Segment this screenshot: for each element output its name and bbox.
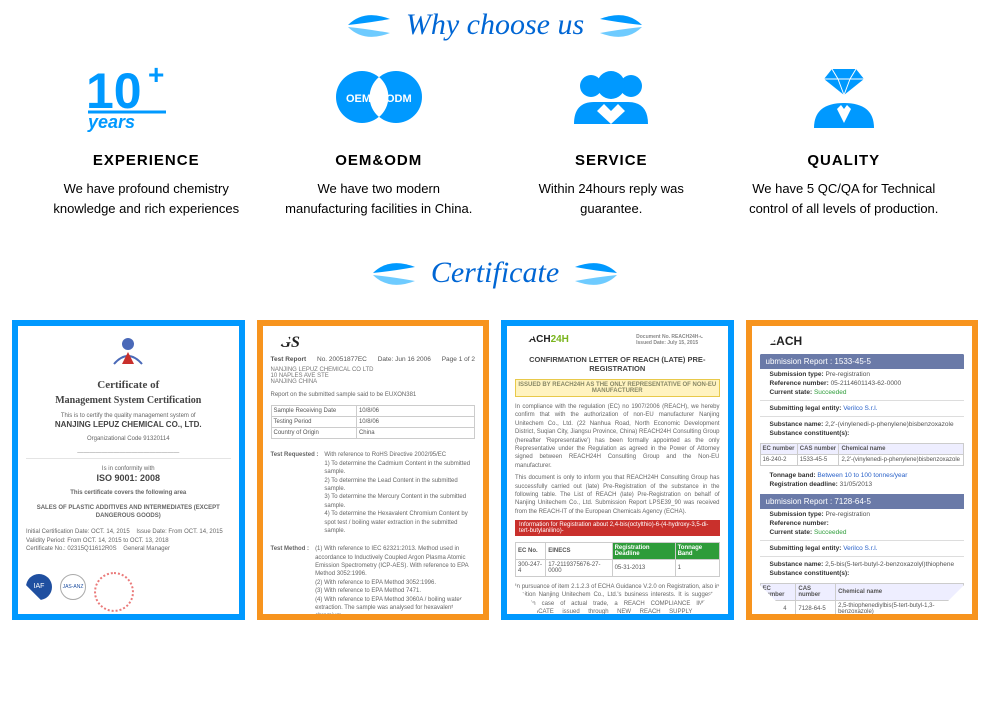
sgs-date: Date: Jun 16 2006 bbox=[378, 356, 431, 363]
r24-title: CONFIRMATION LETTER OF REACH (LATE) PRE-… bbox=[515, 355, 720, 373]
cert-covers: This certificate covers the following ar… bbox=[26, 489, 231, 497]
leaf-left-icon bbox=[346, 11, 394, 39]
cert-org: Organizational Code 91320114 bbox=[26, 435, 231, 443]
reach24h-brand: REACH24H Document No. REACH24H-CL-2015Is… bbox=[515, 334, 720, 345]
sgs-doc: Test Report bbox=[271, 356, 307, 363]
heading-certificate-title: Certificate bbox=[431, 256, 559, 290]
ten-years-icon: 10 + years bbox=[40, 62, 253, 132]
sgs-no: No. 20051877EC bbox=[317, 356, 367, 363]
report-table: EC numberCAS numberChemical name 30-426-… bbox=[760, 583, 965, 618]
iso-crest-icon bbox=[108, 334, 148, 368]
certificate-reach: REACH ubmission Report : 1533-45-5 Submi… bbox=[746, 320, 979, 620]
r24-banner: ISSUED BY REACH24H AS THE ONLY REPRESENT… bbox=[515, 379, 720, 397]
leaf-right-icon bbox=[596, 11, 644, 39]
heading-certificate: Certificate bbox=[0, 248, 990, 310]
sgs-page: Page 1 of 2 bbox=[442, 356, 475, 363]
svg-text:years: years bbox=[87, 112, 135, 132]
report-header: ubmission Report : 1533-45-5 bbox=[760, 354, 965, 369]
feature-title: QUALITY bbox=[738, 152, 951, 169]
sgs-method: (1) With reference to IEC 62321:2013. Me… bbox=[315, 545, 475, 620]
cert-subtitle: Management System Certification bbox=[26, 395, 231, 406]
reach-brand: REACH bbox=[760, 334, 965, 348]
svg-text:ODM: ODM bbox=[386, 93, 412, 105]
sgs-sample-table: Sample Receiving Date10/8/06 Testing Per… bbox=[271, 405, 476, 439]
feature-title: OEM&ODM bbox=[273, 152, 486, 169]
cert-scope: SALES OF PLASTIC ADDITIVES AND INTERMEDI… bbox=[26, 504, 231, 521]
feature-desc: Within 24hours reply was guarantee. bbox=[511, 179, 711, 218]
jasanz-badge-icon: JAS-ANZ bbox=[60, 574, 86, 600]
sgs-brand: SGS bbox=[271, 334, 476, 352]
feature-quality: QUALITY We have 5 QC/QA for Technical co… bbox=[738, 62, 951, 218]
r24-body1: In compliance with the regulation (EC) n… bbox=[515, 403, 720, 470]
cert-company: NANJING LEPUZ CHEMICAL CO., LTD. bbox=[26, 420, 231, 429]
red-seal-icon bbox=[94, 572, 134, 612]
people-icon bbox=[505, 62, 718, 132]
cert-line: This is to certify the quality managemen… bbox=[26, 412, 231, 420]
diamond-person-icon bbox=[738, 62, 951, 132]
svg-text:OEM: OEM bbox=[346, 93, 371, 105]
leaf-right-icon bbox=[571, 259, 619, 287]
certificate-reach24h: REACH24H Document No. REACH24H-CL-2015Is… bbox=[501, 320, 734, 620]
cert-badges: IAF JAS-ANZ bbox=[26, 562, 231, 612]
reach-report-1: ubmission Report : 7128-64-5 Submission … bbox=[760, 494, 965, 620]
svg-text:+: + bbox=[148, 62, 164, 90]
cert-valid: Validity Period: From OCT. 14, 2015 to O… bbox=[26, 538, 169, 544]
leaf-left-icon bbox=[371, 259, 419, 287]
feature-experience: 10 + years EXPERIENCE We have profound c… bbox=[40, 62, 253, 218]
feature-desc: We have profound chemistry knowledge and… bbox=[46, 179, 246, 218]
feature-oemodm: OEM ODM OEM&ODM We have two modern manuf… bbox=[273, 62, 486, 218]
cert-standard: ISO 9001: 2008 bbox=[26, 473, 231, 483]
report-table: EC numberCAS numberChemical name 16-240-… bbox=[760, 443, 965, 466]
sgs-sample: Report on the submitted sample said to b… bbox=[271, 391, 476, 399]
r24-body3: In pursuance of item 2.1.2.3 of ECHA Gui… bbox=[515, 583, 720, 620]
cert-issued: Initial Certification Date: OCT. 14, 201… bbox=[26, 529, 130, 535]
r24-infoheader: Information for Registration about 2,4-b… bbox=[515, 520, 720, 536]
heading-why: Why choose us bbox=[0, 0, 990, 62]
report-header: ubmission Report : 7128-64-5 bbox=[760, 494, 965, 509]
feature-desc: We have two modern manufacturing facilit… bbox=[279, 179, 479, 218]
feature-title: EXPERIENCE bbox=[40, 152, 253, 169]
heading-why-title: Why choose us bbox=[406, 8, 584, 42]
cert-mgr: General Manager bbox=[123, 546, 170, 552]
feature-title: SERVICE bbox=[505, 152, 718, 169]
features-row: 10 + years EXPERIENCE We have profound c… bbox=[0, 62, 990, 248]
sgs-addr: NANJING LEPUZ CHEMICAL CO LTD10 NAPLES A… bbox=[271, 367, 476, 385]
certificates-row: Certificate of Management System Certifi… bbox=[0, 310, 990, 620]
cert-foot: Certified client shall keep this certifi… bbox=[26, 616, 231, 620]
cert-title: Certificate of bbox=[26, 379, 231, 391]
feature-service: SERVICE Within 24hours reply was guarant… bbox=[505, 62, 718, 218]
cert-conformity: Is in conformity with bbox=[26, 465, 231, 473]
reach-report-0: ubmission Report : 1533-45-5 Submission … bbox=[760, 354, 965, 488]
cert-issuedate: Issue Date: From OCT. 14, 2015 bbox=[136, 529, 222, 535]
certificate-sgs: SGS Test Report No. 20051877EC Date: Jun… bbox=[257, 320, 490, 620]
r24-body2: This document is only to inform you that… bbox=[515, 474, 720, 516]
certificate-iso: Certificate of Management System Certifi… bbox=[12, 320, 245, 620]
sgs-req: With reference to RoHS Directive 2002/95… bbox=[324, 451, 475, 535]
r24-info-table: EC No.EINECSRegistration DeadlineTonnage… bbox=[515, 542, 720, 577]
feature-desc: We have 5 QC/QA for Technical control of… bbox=[744, 179, 944, 218]
cert-no: Certificate No.: 02315Q11612R0S bbox=[26, 546, 117, 552]
oem-odm-icon: OEM ODM bbox=[273, 62, 486, 132]
